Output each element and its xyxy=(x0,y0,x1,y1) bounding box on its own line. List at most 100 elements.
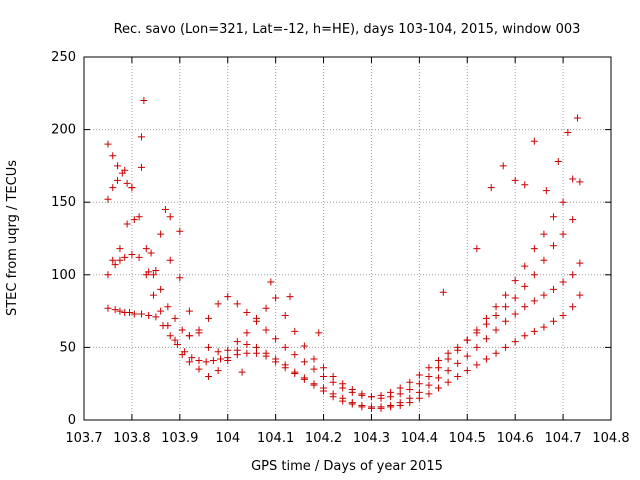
data-point xyxy=(550,285,558,293)
data-point xyxy=(415,380,423,388)
data-point xyxy=(444,367,452,375)
data-point xyxy=(499,162,507,170)
y-axis-label: STEC from uqrg / TECUs xyxy=(5,160,20,316)
data-point xyxy=(573,114,581,122)
data-point xyxy=(176,274,184,282)
data-point xyxy=(540,291,548,299)
data-point xyxy=(425,372,433,380)
data-point xyxy=(217,355,225,363)
data-point xyxy=(329,390,337,398)
data-point xyxy=(559,311,567,319)
data-point xyxy=(166,256,174,264)
data-point xyxy=(262,349,270,357)
data-point xyxy=(291,368,299,376)
data-point xyxy=(152,266,160,274)
data-point xyxy=(502,343,510,351)
x-tick-label: 103.8 xyxy=(113,431,150,446)
data-point xyxy=(320,364,328,372)
data-point xyxy=(281,361,289,369)
data-point xyxy=(140,97,148,105)
data-point xyxy=(149,271,157,279)
x-tick-label: 104.2 xyxy=(305,431,342,446)
data-point xyxy=(396,390,404,398)
data-point xyxy=(576,259,584,267)
data-point xyxy=(444,378,452,386)
data-point xyxy=(502,291,510,299)
data-point xyxy=(367,403,375,411)
data-point xyxy=(454,359,462,367)
data-point xyxy=(164,303,172,311)
x-tick-label: 104.4 xyxy=(401,431,438,446)
data-point xyxy=(315,329,323,337)
chart-title: Rec. savo (Lon=321, Lat=-12, h=HE), days… xyxy=(114,22,581,37)
data-point xyxy=(576,291,584,299)
data-point xyxy=(243,329,251,337)
data-point xyxy=(238,368,246,376)
data-point xyxy=(104,271,112,279)
data-point xyxy=(569,175,577,183)
data-point xyxy=(521,262,529,270)
data-point xyxy=(243,309,251,317)
data-point xyxy=(569,271,577,279)
data-point xyxy=(164,322,172,330)
data-point xyxy=(128,250,136,258)
data-point xyxy=(209,356,217,364)
data-point xyxy=(262,304,270,312)
data-point xyxy=(530,327,538,335)
grid-lines xyxy=(84,57,611,420)
x-tick-label: 104.7 xyxy=(544,431,581,446)
data-point xyxy=(482,355,490,363)
data-point xyxy=(205,372,213,380)
data-point xyxy=(272,294,280,302)
data-points xyxy=(104,97,584,412)
data-point xyxy=(329,372,337,380)
data-point xyxy=(123,220,131,228)
data-point xyxy=(157,307,165,315)
x-tick-label: 103.7 xyxy=(65,431,102,446)
data-point xyxy=(300,374,308,382)
data-point xyxy=(542,187,550,195)
data-point xyxy=(281,343,289,351)
data-point xyxy=(281,311,289,319)
data-point xyxy=(126,309,134,317)
data-point xyxy=(511,176,519,184)
x-tick-label: 104.8 xyxy=(592,431,629,446)
data-point xyxy=(195,329,203,337)
data-point xyxy=(114,176,122,184)
data-point xyxy=(425,381,433,389)
data-point xyxy=(224,293,232,301)
data-point xyxy=(286,293,294,301)
data-point xyxy=(473,343,481,351)
data-point xyxy=(396,399,404,407)
data-point xyxy=(492,311,500,319)
data-point xyxy=(111,306,119,314)
data-point xyxy=(185,358,193,366)
data-point xyxy=(339,394,347,402)
data-point xyxy=(487,184,495,192)
data-point xyxy=(195,356,203,364)
data-point xyxy=(559,230,567,238)
data-point xyxy=(502,317,510,325)
x-tick-label: 104.6 xyxy=(497,431,534,446)
data-point xyxy=(109,184,117,192)
data-point xyxy=(320,372,328,380)
data-point xyxy=(550,242,558,250)
plot-frame xyxy=(83,56,612,421)
data-point xyxy=(435,364,443,372)
data-point xyxy=(377,403,385,411)
y-tick-label: 200 xyxy=(51,123,76,138)
data-point xyxy=(569,216,577,224)
data-point xyxy=(521,332,529,340)
data-point xyxy=(367,393,375,401)
data-point xyxy=(435,374,443,382)
data-point xyxy=(272,335,280,343)
data-point xyxy=(130,216,138,224)
y-tick-label: 50 xyxy=(59,340,76,355)
data-point xyxy=(214,300,222,308)
data-point xyxy=(358,401,366,409)
data-point xyxy=(195,365,203,373)
y-tick-label: 100 xyxy=(51,268,76,283)
data-point xyxy=(444,355,452,363)
data-point xyxy=(521,181,529,189)
data-point xyxy=(109,152,117,160)
